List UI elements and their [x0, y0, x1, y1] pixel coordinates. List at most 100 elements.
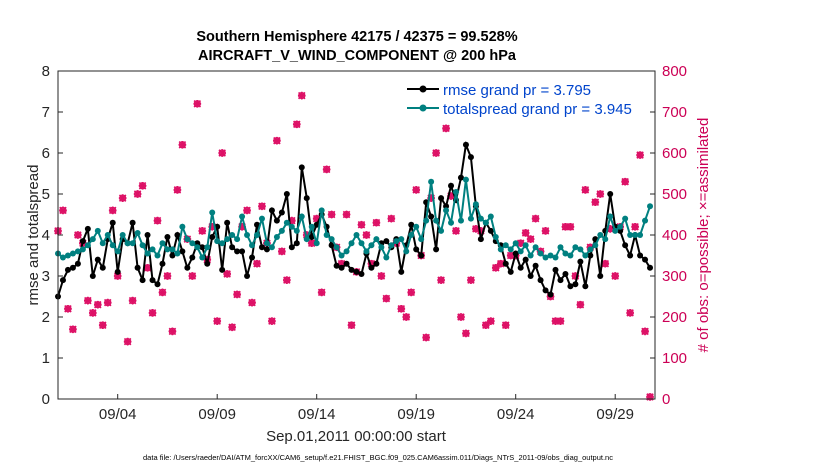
- totalspread-point: [448, 219, 455, 226]
- obs-assimilated-point: [452, 227, 460, 235]
- rmse-point: [627, 252, 634, 259]
- rmse-point: [199, 244, 206, 251]
- totalspread-point: [627, 232, 634, 238]
- obs-assimilated-point: [367, 259, 376, 268]
- totalspread-point: [94, 227, 101, 234]
- obs-assimilated-point: [233, 290, 241, 299]
- rmse-point: [647, 264, 654, 271]
- rmse-point: [79, 238, 86, 245]
- totalspread-point: [477, 215, 484, 222]
- totalspread-point: [617, 223, 624, 230]
- totalspread-point: [239, 213, 246, 220]
- y-right-tick-label: 100: [662, 350, 687, 367]
- y-right-tick-label: 600: [662, 145, 687, 162]
- totalspread-point: [453, 188, 459, 195]
- obs-assimilated-point: [357, 220, 366, 229]
- totalspread-point: [84, 242, 91, 249]
- y-tick-label: 6: [42, 145, 50, 162]
- obs-assimilated-point: [372, 218, 381, 227]
- rmse-point: [134, 264, 141, 271]
- totalspread-point: [69, 250, 76, 257]
- totalspread-point: [368, 242, 375, 249]
- rmse-point: [557, 277, 564, 284]
- y-axis-label: rmse and totalspread: [25, 165, 42, 306]
- rmse-point: [288, 244, 295, 251]
- rmse-point: [532, 262, 539, 269]
- totalspread-point: [428, 178, 435, 185]
- totalspread-point: [268, 244, 275, 251]
- obs-assimilated-point: [297, 91, 306, 100]
- totalspread-point: [388, 242, 395, 249]
- totalspread-point: [244, 232, 251, 238]
- obs-assimilated-point: [93, 300, 102, 309]
- totalspread-point: [89, 236, 96, 243]
- totalspread-point: [234, 236, 241, 243]
- legend-marker-rmse: [419, 85, 427, 93]
- totalspread-point: [313, 240, 320, 247]
- totalspread-point: [288, 223, 295, 230]
- obs-assimilated-point: [307, 239, 316, 248]
- x-tick-label: 09/29: [596, 406, 634, 423]
- rmse-point: [278, 209, 285, 216]
- totalspread-point: [353, 232, 360, 238]
- obs-assimilated-point: [238, 222, 246, 231]
- rmse-point: [189, 254, 196, 261]
- obs-assimilated-point: [601, 259, 610, 268]
- y-tick-label: 8: [42, 63, 50, 80]
- legend-entry-totalspread: totalspread grand pr = 3.945: [443, 101, 632, 118]
- rmse-point: [552, 266, 559, 273]
- rmse-point: [457, 174, 464, 181]
- obs-assimilated-point: [646, 393, 654, 401]
- obs-assimilated-point: [158, 288, 167, 297]
- totalspread-point: [572, 244, 579, 251]
- obs-assimilated-point: [566, 222, 575, 231]
- rmse-point: [209, 234, 216, 241]
- rmse-point: [273, 217, 280, 224]
- rmse-point: [258, 244, 265, 251]
- totalspread-point: [263, 240, 270, 247]
- rmse-point: [418, 252, 425, 259]
- obs-assimilated-point: [273, 136, 281, 145]
- y-right-tick-label: 700: [662, 104, 687, 121]
- obs-assimilated-point: [342, 210, 351, 219]
- rmse-point: [607, 191, 614, 197]
- y-tick-label: 3: [42, 268, 50, 285]
- totalspread-point: [169, 246, 176, 253]
- totalspread-point: [502, 242, 509, 249]
- totalspread-point: [462, 176, 469, 183]
- obs-assimilated-point: [382, 294, 391, 303]
- totalspread-point: [582, 252, 589, 259]
- legend-entry-rmse: rmse grand pr = 3.795: [443, 82, 591, 99]
- totalspread-point: [254, 232, 260, 238]
- totalspread-point: [472, 201, 479, 208]
- obs-assimilated-point: [611, 272, 620, 280]
- obs-assimilated-point: [163, 272, 172, 280]
- x-tick-label: 09/24: [497, 406, 535, 423]
- obs-assimilated-point: [506, 251, 515, 260]
- totalspread-point: [119, 232, 126, 238]
- rmse-point: [179, 248, 186, 255]
- totalspread-point: [398, 236, 405, 243]
- rmse-point: [174, 232, 181, 238]
- rmse-point: [263, 246, 270, 253]
- obs-assimilated-point: [626, 309, 634, 317]
- obs-assimilated-point: [377, 272, 386, 280]
- totalspread-point: [124, 240, 131, 247]
- obs-assimilated-point: [437, 276, 445, 284]
- rmse-point: [617, 227, 624, 234]
- x-axis: 09/04 09/09 09/14 09/19 09/24 09/29: [99, 394, 634, 423]
- obs-assimilated-point: [621, 177, 629, 186]
- rmse-point: [328, 242, 335, 249]
- y-right-tick-label: 500: [662, 186, 687, 203]
- rmse-point: [84, 225, 91, 232]
- obs-assimilated-point: [467, 276, 475, 284]
- totalspread-point: [433, 217, 440, 224]
- right-axis: 0 100 200 300 400 500 600 700 800: [650, 63, 687, 408]
- obs-assimilated-point: [218, 149, 227, 157]
- rmse-point: [74, 260, 81, 267]
- totalspread-point: [373, 236, 380, 243]
- totalspread-point: [308, 223, 315, 230]
- totalspread-point: [273, 234, 280, 241]
- obs-assimilated-point: [128, 296, 137, 305]
- rmse-point: [94, 256, 101, 263]
